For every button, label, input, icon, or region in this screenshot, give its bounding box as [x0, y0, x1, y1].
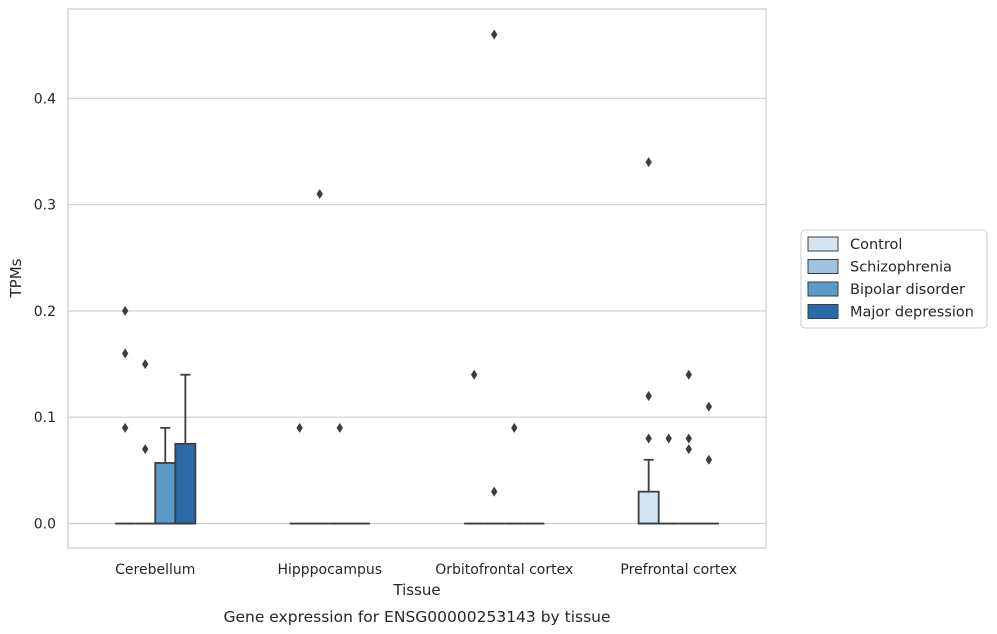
outlier-point: [470, 369, 478, 380]
legend-label: Bipolar disorder: [850, 282, 965, 298]
legend-label: Major depression: [850, 305, 974, 321]
outlier-point: [142, 444, 149, 455]
box-body: [174, 442, 197, 525]
outlier-point: [705, 401, 713, 412]
box-body: [637, 490, 660, 525]
outlier-point: [121, 305, 129, 316]
box-bipolar-disorder: [154, 426, 177, 525]
chart-caption: Gene expression for ENSG00000253143 by t…: [223, 608, 610, 626]
outlier-point: [296, 422, 303, 433]
outlier-point: [316, 188, 323, 199]
outliers-layer: [121, 29, 713, 497]
legend: Control Schizophrenia Bipolar disorder Majo…: [800, 229, 988, 329]
outlier-point: [645, 157, 652, 168]
legend-swatch: [807, 304, 839, 319]
outlier-point: [705, 454, 713, 465]
box-major-depression: [174, 373, 197, 525]
outlier-point: [665, 433, 672, 444]
outlier-point: [685, 433, 692, 444]
y-axis-title: TPMs: [7, 258, 25, 298]
y-tick-label: 0.4: [34, 91, 56, 107]
y-tick-labels: 0.0 0.1 0.2 0.3 0.4: [34, 91, 56, 532]
outlier-point: [645, 390, 652, 401]
legend-label: Schizophrenia: [850, 260, 952, 276]
grid-lines: [68, 97, 766, 525]
x-tick-labels: Cerebellum Hipppocampus Orbitofrontal cort…: [115, 562, 737, 578]
y-tick-label: 0.2: [34, 304, 56, 320]
legend-label: Control: [850, 237, 902, 253]
x-axis-title: Tissue: [392, 581, 440, 599]
outlier-point: [121, 348, 129, 359]
y-tick-label: 0.3: [34, 198, 56, 214]
legend-swatch: [807, 236, 839, 252]
outlier-point: [685, 444, 692, 455]
x-tick-label: Cerebellum: [115, 562, 195, 578]
legend-swatch: [807, 281, 839, 297]
outlier-point: [142, 359, 149, 370]
outlier-point: [336, 422, 343, 433]
legend-frame: [800, 229, 988, 329]
y-tick-label: 0.0: [34, 517, 56, 533]
plot-area-frame: [67, 8, 767, 549]
y-tick-label: 0.1: [34, 410, 56, 426]
boxes-layer: [115, 373, 719, 525]
outlier-point: [491, 29, 498, 40]
box-body: [154, 462, 177, 525]
outlier-point: [121, 422, 129, 433]
outlier-point: [645, 433, 652, 444]
outlier-point: [511, 422, 518, 433]
outlier-point: [491, 486, 498, 497]
outlier-point: [685, 369, 692, 380]
box-control: [637, 458, 660, 525]
x-tick-label: Orbitofrontal cortex: [435, 562, 573, 578]
legend-swatch: [807, 259, 839, 274]
x-tick-label: Hipppocampus: [277, 562, 382, 578]
x-tick-label: Prefrontal cortex: [620, 562, 737, 578]
